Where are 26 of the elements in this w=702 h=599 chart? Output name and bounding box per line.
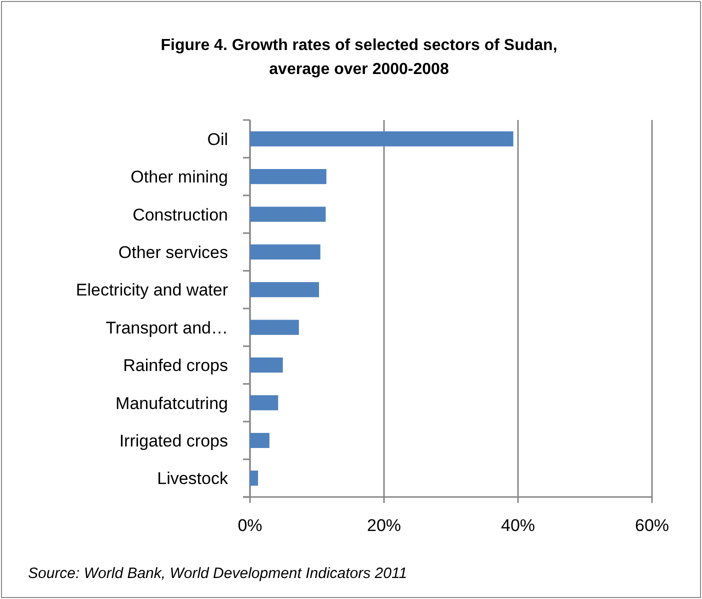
y-tick-label: Manufatcutring [116,394,228,413]
x-tick-label: 0% [238,516,262,535]
bar [250,244,320,260]
y-tick-label: Oil [207,130,228,149]
bar [250,320,299,335]
bar [250,206,326,222]
bar [250,282,320,298]
bar [250,169,326,184]
y-tick-label: Livestock [157,469,228,488]
bar [250,470,258,486]
y-tick-label: Irrigated crops [119,431,228,450]
bar [250,131,514,146]
bar [250,395,278,410]
y-tick-label: Other services [118,242,228,262]
bar [250,358,283,373]
x-tick-label: 20% [366,516,402,535]
y-tick-label: Other mining [130,168,228,187]
y-tick-label: Transport and… [106,318,228,338]
y-tick-label: Rainfed crops [123,356,228,376]
y-tick-label: Construction [132,205,228,224]
chart-title: Figure 4. Growth rates of selected sectors of Sudan, average over 2000-2008 [160,37,558,78]
x-tick-label: 60% [634,516,670,535]
x-tick-label: 40% [500,516,536,535]
source-note: Source: World Bank, World Development Indicators 2011 [28,565,408,582]
y-tick-label: Electricity and water [76,280,228,300]
bar [250,432,270,448]
